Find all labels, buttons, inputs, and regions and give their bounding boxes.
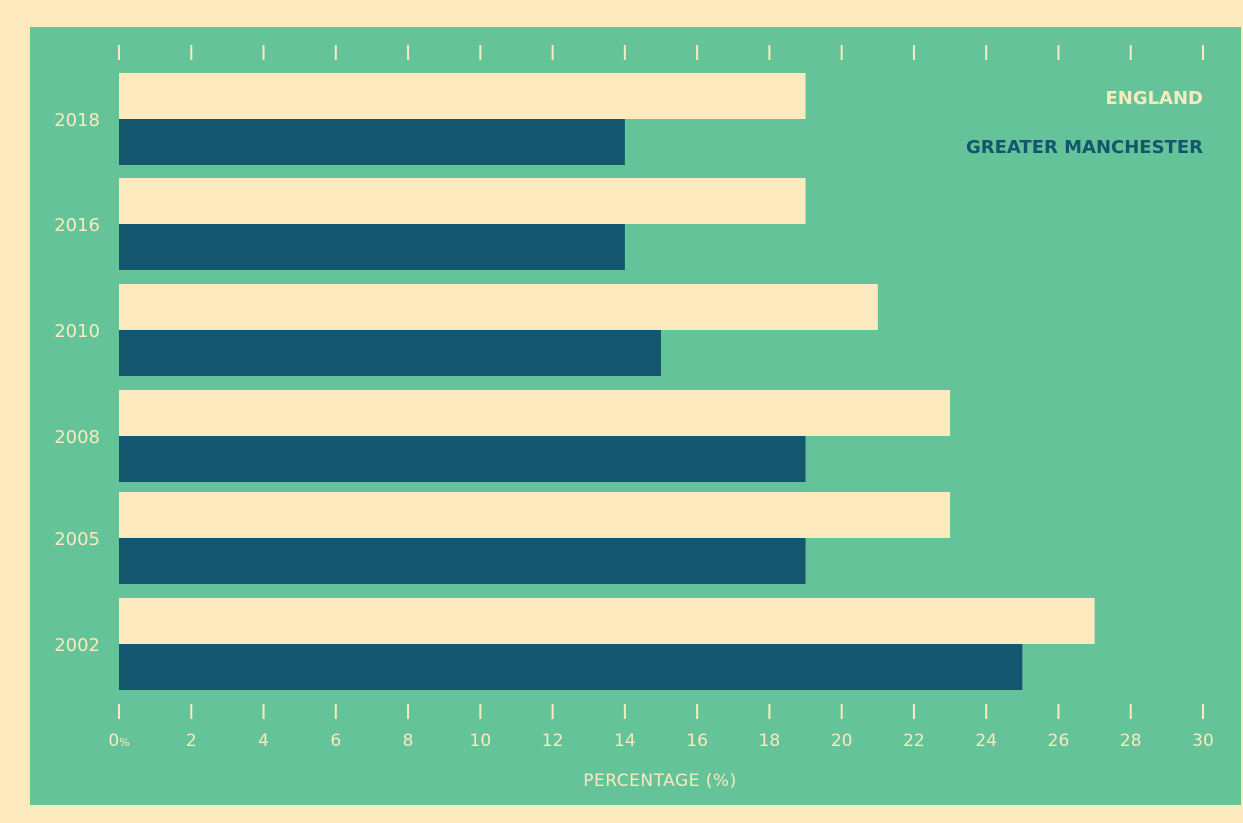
x-tick-label: 6 bbox=[330, 731, 341, 751]
x-tick-label: 2 bbox=[186, 731, 197, 751]
y-category-label: 2010 bbox=[54, 321, 100, 342]
x-tick-label: 8 bbox=[403, 731, 414, 751]
bar-england bbox=[119, 598, 1095, 644]
x-tick-label: 26 bbox=[1048, 731, 1070, 751]
x-tick-label: 4 bbox=[258, 731, 269, 751]
x-tick-label: 22 bbox=[903, 731, 925, 751]
bar-england bbox=[119, 284, 878, 330]
y-category-label: 2005 bbox=[54, 529, 100, 550]
x-tick-label: 14 bbox=[614, 731, 636, 751]
x-tick-label: 28 bbox=[1120, 731, 1142, 751]
bar-england bbox=[119, 73, 806, 119]
bars bbox=[119, 73, 1095, 690]
bar-greater-manchester bbox=[119, 644, 1023, 690]
bar-england bbox=[119, 492, 951, 538]
x-tick-label: 18 bbox=[759, 731, 781, 751]
bar-greater-manchester bbox=[119, 119, 625, 165]
bar-england bbox=[119, 178, 806, 224]
bar-england bbox=[119, 390, 951, 436]
x-tick-label: 12 bbox=[542, 731, 564, 751]
top-tick-marks bbox=[118, 45, 1204, 60]
y-category-label: 2008 bbox=[54, 427, 100, 448]
x-tick-label: 0% bbox=[108, 731, 129, 751]
legend-england: ENGLAND bbox=[1105, 88, 1203, 109]
y-category-label: 2018 bbox=[54, 110, 100, 131]
x-tick-label: 20 bbox=[831, 731, 853, 751]
y-category-labels: 2018 2016 2010 2008 2005 2002 bbox=[54, 110, 100, 656]
x-tick-label: 30 bbox=[1192, 731, 1214, 751]
x-tick-labels: 0% 2 4 6 8 10 12 14 16 18 20 22 24 26 28 30 bbox=[108, 731, 1213, 751]
bottom-tick-marks bbox=[118, 704, 1204, 719]
x-axis-title: PERCENTAGE (%) bbox=[583, 771, 736, 791]
bar-greater-manchester bbox=[119, 436, 806, 482]
x-tick-label: 10 bbox=[470, 731, 492, 751]
bar-greater-manchester bbox=[119, 224, 625, 270]
x-tick-label: 24 bbox=[975, 731, 997, 751]
y-category-label: 2002 bbox=[54, 635, 100, 656]
x-tick-label: 16 bbox=[686, 731, 708, 751]
bar-greater-manchester bbox=[119, 538, 806, 584]
legend-greater-manchester: GREATER MANCHESTER bbox=[966, 137, 1203, 158]
bar-greater-manchester bbox=[119, 330, 661, 376]
y-category-label: 2016 bbox=[54, 215, 100, 236]
